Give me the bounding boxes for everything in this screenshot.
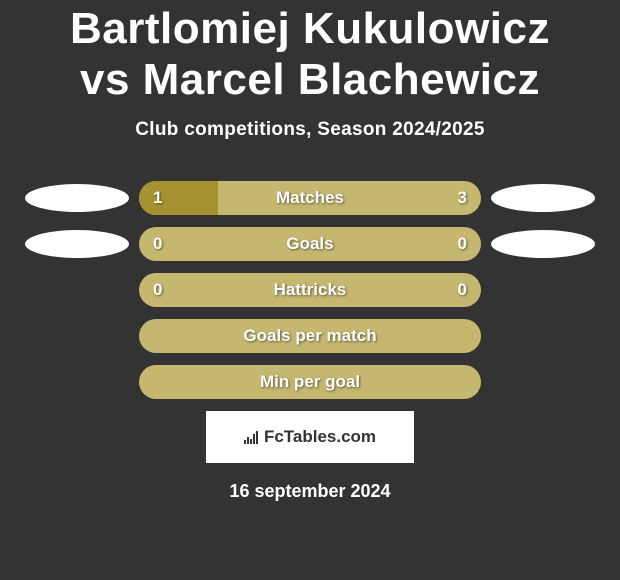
player-oval-right — [491, 230, 595, 258]
stat-container: 0 0 Goals — [10, 227, 610, 261]
comparison-container: Bartlomiej Kukulowicz vs Marcel Blachewi… — [0, 0, 620, 502]
stat-value-left: 0 — [153, 234, 162, 254]
page-title: Bartlomiej Kukulowicz vs Marcel Blachewi… — [0, 4, 620, 105]
side-placeholder — [491, 382, 605, 383]
logo-text: FcTables.com — [264, 427, 376, 447]
logo-box: FcTables.com — [206, 411, 414, 463]
subtitle: Club competitions, Season 2024/2025 — [0, 119, 620, 141]
stat-value-right: 0 — [458, 234, 467, 254]
player-oval-right — [491, 184, 595, 212]
stat-container: Goals per match — [10, 319, 610, 353]
stat-container: Min per goal — [10, 365, 610, 399]
stat-label: Goals per match — [243, 326, 376, 346]
stat-container: 0 0 Hattricks — [10, 273, 610, 307]
stat-row: 0 0 Hattricks — [139, 273, 481, 307]
stat-row: Goals per match — [139, 319, 481, 353]
stat-row: Min per goal — [139, 365, 481, 399]
stat-row: 0 0 Goals — [139, 227, 481, 261]
side-placeholder — [15, 336, 129, 337]
side-placeholder — [491, 336, 605, 337]
side-placeholder — [15, 382, 129, 383]
player-oval-left — [25, 184, 129, 212]
stat-value-right: 3 — [458, 188, 467, 208]
side-placeholder — [15, 290, 129, 291]
side-placeholder — [491, 290, 605, 291]
stat-label: Hattricks — [274, 280, 347, 300]
player-oval-left — [25, 230, 129, 258]
stat-container: 1 3 Matches — [10, 181, 610, 215]
stat-value-left: 1 — [153, 188, 162, 208]
stat-label: Min per goal — [260, 372, 360, 392]
stat-label: Goals — [286, 234, 333, 254]
bar-chart-icon — [244, 430, 258, 444]
stat-value-right: 0 — [458, 280, 467, 300]
stat-fill — [139, 181, 218, 215]
date-text: 16 september 2024 — [0, 481, 620, 502]
stat-row: 1 3 Matches — [139, 181, 481, 215]
stat-label: Matches — [276, 188, 344, 208]
stat-value-left: 0 — [153, 280, 162, 300]
stats-block: 1 3 Matches 0 0 Goals 0 0 Hattricks Goals per mat… — [0, 181, 620, 399]
